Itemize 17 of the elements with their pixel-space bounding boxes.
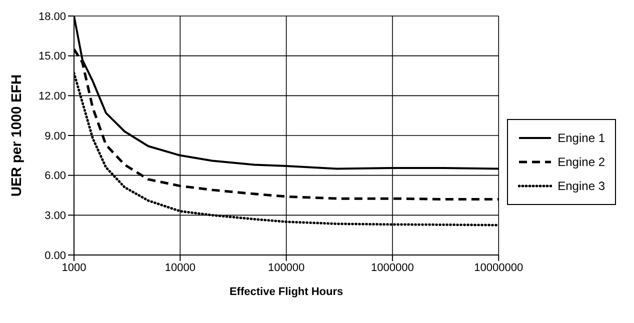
- y-tick-label: 0.00: [44, 250, 66, 262]
- y-tick-label: 9.00: [44, 130, 66, 142]
- x-tick-label: 10000000: [474, 262, 524, 274]
- y-tick-label: 15.00: [38, 50, 66, 63]
- x-tick-label: 10000: [164, 262, 196, 274]
- legend-label: Engine 3: [558, 178, 605, 192]
- y-tick-label: 6.00: [44, 170, 66, 182]
- x-tick-label: 1000: [62, 262, 86, 274]
- y-tick-label: 3.00: [44, 210, 66, 222]
- legend-label: Engine 2: [558, 154, 605, 168]
- y-axis-title: UER per 1000 EFH: [8, 74, 24, 197]
- legend-label: Engine 1: [558, 130, 605, 144]
- y-tick-label: 12.00: [38, 90, 66, 103]
- y-tick-label: 18.00: [38, 10, 66, 23]
- x-tick-label: 1000000: [371, 262, 414, 274]
- x-axis-title: Effective Flight Hours: [229, 286, 344, 298]
- x-tick-label: 100000: [268, 262, 305, 274]
